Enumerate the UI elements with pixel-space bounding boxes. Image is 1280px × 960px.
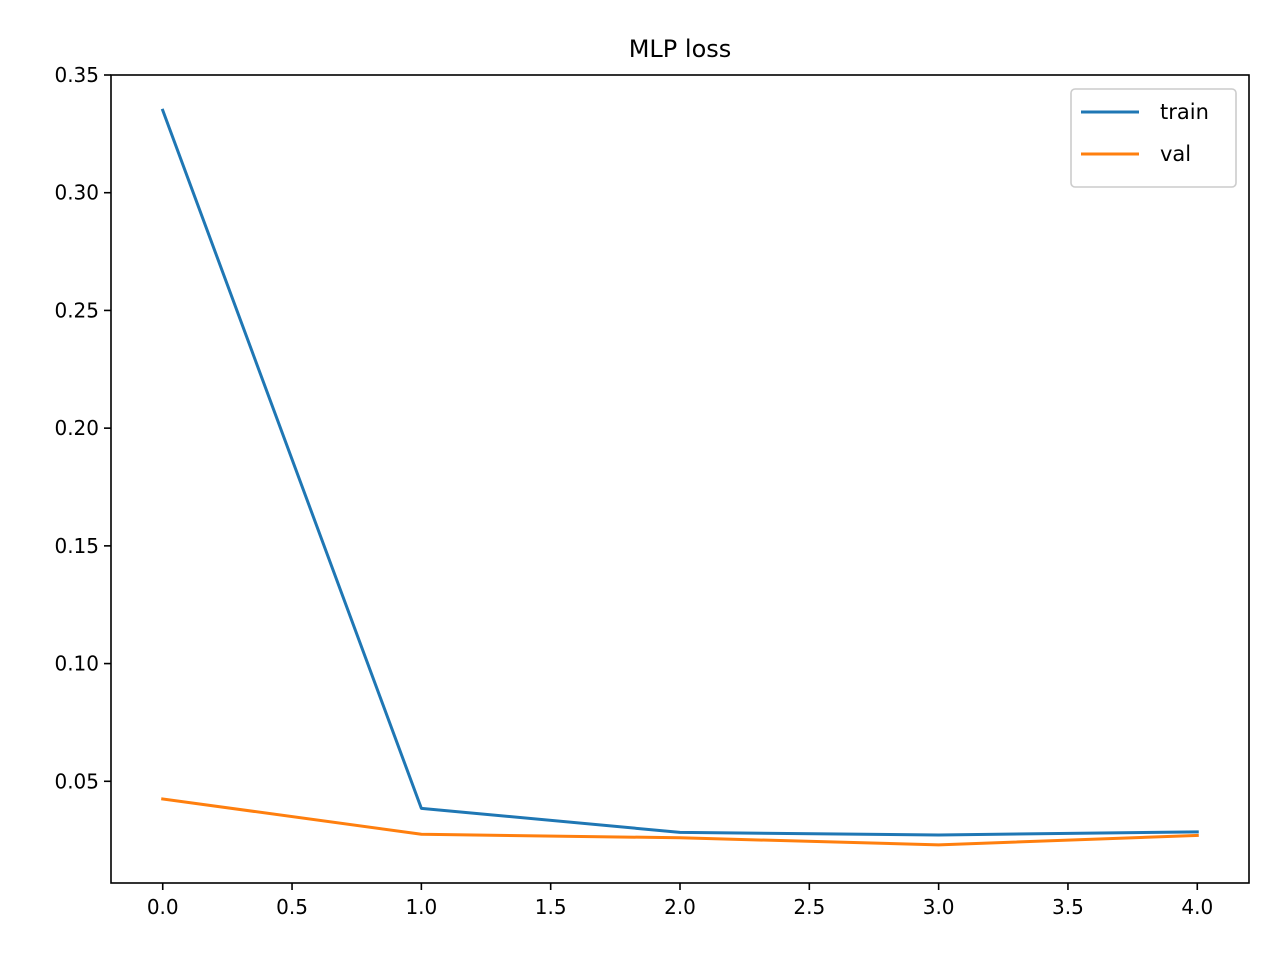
- y-tick-label: 0.05: [54, 769, 99, 793]
- chart-title: MLP loss: [629, 35, 732, 63]
- y-tick-label: 0.25: [54, 298, 99, 322]
- y-tick-label: 0.35: [54, 63, 99, 87]
- legend-label-train: train: [1160, 100, 1209, 124]
- series-layer: [160, 108, 1199, 847]
- x-tick-label: 0.0: [147, 895, 179, 919]
- x-tick-label: 3.0: [923, 895, 955, 919]
- y-tick-label: 0.30: [54, 181, 99, 205]
- y-tick-label: 0.20: [54, 416, 99, 440]
- x-tick-label: 0.5: [276, 895, 308, 919]
- legend-box: [1070, 88, 1237, 188]
- axes-layer: 0.0 0.5 1.0 1.5 2.0 2.5 3.0 3.5 4.0 0.05 0.10 0.15 0…: [54, 63, 1250, 919]
- x-tick-label: 2.5: [793, 895, 825, 919]
- legend-label-val: val: [1160, 142, 1191, 166]
- x-tick-label: 1.0: [405, 895, 437, 919]
- x-tick-label: 3.5: [1052, 895, 1084, 919]
- x-tick-label: 4.0: [1181, 895, 1213, 919]
- legend: train val: [1070, 88, 1237, 188]
- x-tick-label: 1.5: [535, 895, 567, 919]
- y-tick-label: 0.15: [54, 534, 99, 558]
- y-tick-label: 0.10: [54, 652, 99, 676]
- x-tick-label: 2.0: [664, 895, 696, 919]
